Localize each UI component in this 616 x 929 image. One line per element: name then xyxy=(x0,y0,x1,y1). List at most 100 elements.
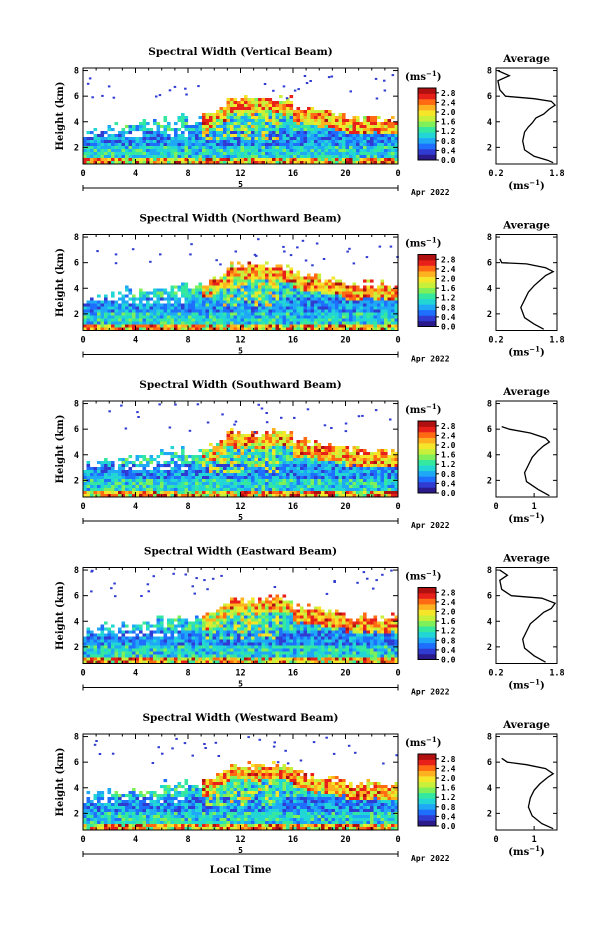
heatmap-cell xyxy=(265,306,269,310)
heatmap-cell xyxy=(373,300,378,304)
heatmap-cell xyxy=(202,113,206,117)
heatmap-cell xyxy=(90,657,94,661)
heatmap-cell xyxy=(230,279,234,283)
heatmap-cell xyxy=(328,312,332,316)
heatmap-cell xyxy=(100,149,105,153)
heatmap-cell xyxy=(338,327,343,331)
heatmap-cell xyxy=(310,110,315,114)
heatmap-cell xyxy=(321,449,325,453)
heatmap-cell xyxy=(149,318,154,322)
heatmap-cell xyxy=(100,464,105,468)
heatmap-cell xyxy=(384,327,388,331)
heatmap-cell xyxy=(265,158,269,162)
heatmap-cell xyxy=(289,158,294,162)
heatmap-cell xyxy=(258,327,262,331)
heatmap-cell xyxy=(184,321,189,325)
heatmap-cell xyxy=(314,128,318,132)
heatmap-cell xyxy=(303,143,308,147)
heatmap-cell xyxy=(233,494,238,498)
heatmap-cell xyxy=(391,482,395,486)
heatmap-cell xyxy=(128,470,133,474)
heatmap-cell xyxy=(191,467,196,471)
heatmap-cell xyxy=(349,479,353,483)
heatmap-cell xyxy=(170,327,175,331)
heatmap-cell xyxy=(97,315,101,319)
heatmap-cell xyxy=(349,303,353,307)
heatmap-cell xyxy=(121,479,126,483)
heatmap-cell xyxy=(212,152,217,156)
heatmap-cell xyxy=(93,300,98,304)
heatmap-cell xyxy=(170,309,175,313)
heatmap-cell xyxy=(335,467,339,471)
heatmap-cell xyxy=(226,449,231,453)
heatmap-cell xyxy=(86,657,91,661)
heatmap-cell xyxy=(160,321,164,325)
heatmap-cell xyxy=(100,155,105,159)
heatmap-cell xyxy=(289,149,294,153)
heatmap-cell xyxy=(272,276,276,280)
heatmap-cell xyxy=(387,303,392,307)
heatmap-cell xyxy=(111,642,115,646)
profile-frame xyxy=(495,400,558,498)
heatmap-cell xyxy=(328,110,332,114)
heatmap-cell xyxy=(289,476,294,480)
heatmap-cell xyxy=(359,491,364,495)
heatmap-cell xyxy=(268,452,273,456)
heatmap-cell xyxy=(321,309,325,313)
heatmap-cell xyxy=(279,440,283,444)
heatmap-cell xyxy=(209,488,213,492)
heatmap-cell xyxy=(363,306,367,310)
heatmap-cell xyxy=(251,149,255,153)
heatmap-cell xyxy=(300,303,304,307)
heatmap-cell xyxy=(335,149,339,153)
heatmap-cell xyxy=(303,131,308,135)
heatmap-cell xyxy=(331,315,336,319)
heatmap-cell xyxy=(205,152,210,156)
heatmap-cell xyxy=(307,155,311,159)
heatmap-cell xyxy=(352,309,357,313)
heatmap-cell xyxy=(275,110,280,114)
heatmap-cell xyxy=(212,467,217,471)
heatmap-cell xyxy=(345,294,350,298)
heatmap-cell xyxy=(352,149,357,153)
heatmap-cell xyxy=(377,464,381,468)
heatmap-cell xyxy=(83,158,87,162)
heatmap-cell xyxy=(233,276,238,280)
heatmap-cell xyxy=(275,494,280,498)
heatmap-cell xyxy=(293,116,297,120)
heatmap-cell xyxy=(342,288,346,292)
profile-y-tick-label: 2 xyxy=(487,476,492,486)
heatmap-cell xyxy=(328,155,332,159)
heatmap-cell xyxy=(121,294,126,298)
heatmap-cell xyxy=(170,324,175,328)
heatmap-cell xyxy=(93,149,98,153)
heatmap-cell xyxy=(387,152,392,156)
heatmap-cell xyxy=(205,146,210,150)
heatmap-cell xyxy=(338,155,343,159)
heatmap-cell xyxy=(118,143,122,147)
heatmap-cell xyxy=(272,488,276,492)
heatmap-cell xyxy=(237,110,241,114)
heatmap-cell xyxy=(349,122,353,126)
heatmap-cell xyxy=(212,294,217,298)
heatmap-cell xyxy=(363,149,367,153)
heatmap-cell xyxy=(209,134,213,138)
heatmap-cell xyxy=(310,288,315,292)
heatmap-cell xyxy=(359,315,364,319)
heatmap-cell xyxy=(202,152,206,156)
heatmap-cell xyxy=(254,110,259,114)
heatmap-cell xyxy=(191,312,196,316)
heatmap-cell xyxy=(233,291,238,295)
heatmap-cell xyxy=(240,273,245,277)
heatmap-cell xyxy=(181,137,185,141)
heatmap-cell xyxy=(338,488,343,492)
heatmap-cell xyxy=(356,119,360,123)
heatmap-cell xyxy=(265,297,269,301)
heatmap-cell xyxy=(265,455,269,459)
heatmap-cell xyxy=(366,149,371,153)
heatmap-cell xyxy=(237,485,241,489)
heatmap-cell xyxy=(202,149,206,153)
heatmap-cell xyxy=(244,324,248,328)
heatmap-cell xyxy=(135,303,140,307)
heatmap-cell xyxy=(195,297,199,301)
